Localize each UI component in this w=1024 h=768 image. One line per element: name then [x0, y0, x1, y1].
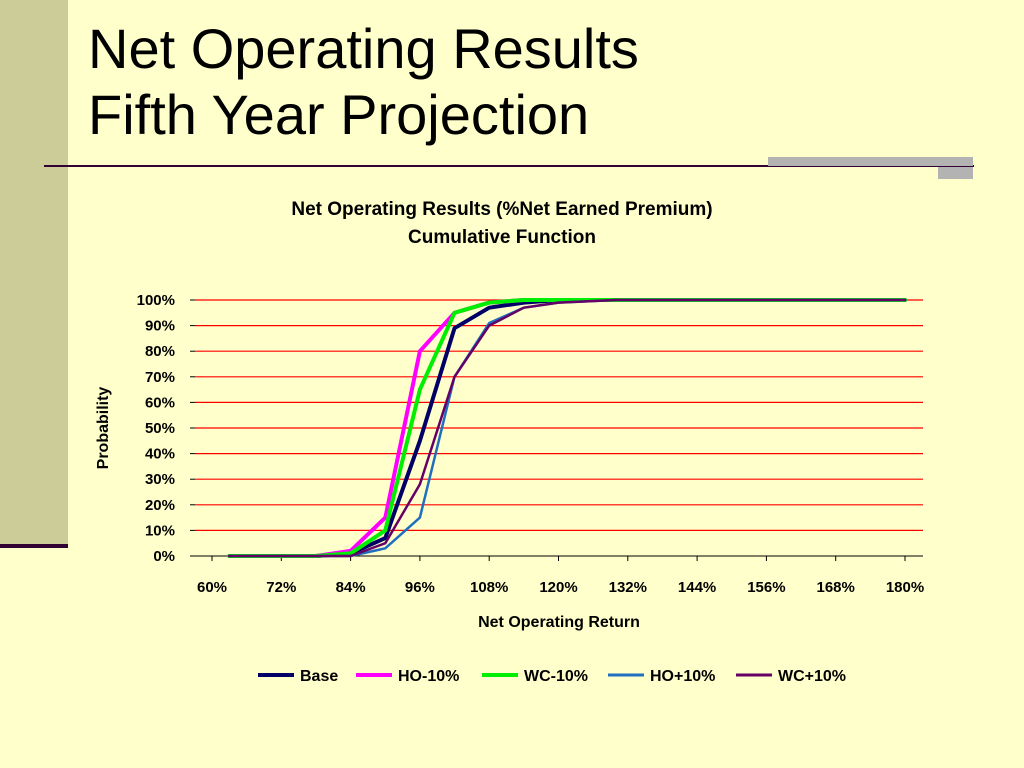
y-tick-label: 70% — [145, 369, 175, 386]
divider-accent-block — [768, 157, 973, 166]
x-tick-label: 132% — [609, 579, 647, 596]
x-tick-label: 96% — [405, 579, 435, 596]
title-divider — [44, 165, 974, 167]
chart-subtitle: Cumulative Function — [408, 227, 596, 248]
x-tick-label: 156% — [747, 579, 785, 596]
legend-label: Base — [300, 668, 338, 685]
gridlines — [195, 299, 923, 532]
y-tick-label: 0% — [153, 548, 175, 565]
y-tick-label: 50% — [145, 420, 175, 437]
y-tick-label: 40% — [145, 446, 175, 463]
y-tick-label: 20% — [145, 497, 175, 514]
left-accent-underline — [0, 544, 68, 548]
y-tick-label: 90% — [145, 318, 175, 335]
legend-label: WC-10% — [524, 668, 588, 685]
x-axis-label: Net Operating Return — [478, 614, 640, 631]
y-tick-label: 100% — [137, 292, 175, 309]
x-tick-label: 72% — [266, 579, 296, 596]
y-tick-label: 10% — [145, 522, 175, 539]
chart-title: Net Operating Results (%Net Earned Premi… — [291, 199, 712, 220]
x-tick-label: 108% — [470, 579, 508, 596]
y-tick-label: 80% — [145, 343, 175, 360]
x-tick-label: 60% — [197, 579, 227, 596]
x-tick-label: 120% — [539, 579, 577, 596]
slide-title-line1: Net Operating Results — [88, 17, 639, 80]
divider-accent-tab — [938, 167, 973, 179]
y-tick-label: 60% — [145, 394, 175, 411]
tick-labels: 0% 10% 20% 30% 40% 50% 60% 70% 80% 90% 100% 60% 72% 8… — [137, 292, 925, 596]
legend-label: WC+10% — [778, 668, 846, 685]
x-tick-label: 144% — [678, 579, 716, 596]
y-axis-label: Probability — [95, 387, 112, 470]
x-tick-label: 84% — [336, 579, 366, 596]
legend-label: HO+10% — [650, 668, 715, 685]
series-line-wc-10- — [228, 298, 907, 558]
series-lines — [227, 298, 907, 558]
x-tick-label: 180% — [886, 579, 924, 596]
slide-title-line2: Fifth Year Projection — [88, 83, 590, 146]
left-accent-band — [0, 0, 68, 547]
slide-title: Net Operating Results Fifth Year Project… — [88, 16, 639, 148]
y-tick-label: 30% — [145, 471, 175, 488]
axes — [190, 299, 923, 561]
legend-label: HO-10% — [398, 668, 459, 685]
legend: Base HO-10% WC-10% HO+10% WC+10% — [258, 668, 846, 685]
x-tick-label: 168% — [817, 579, 855, 596]
